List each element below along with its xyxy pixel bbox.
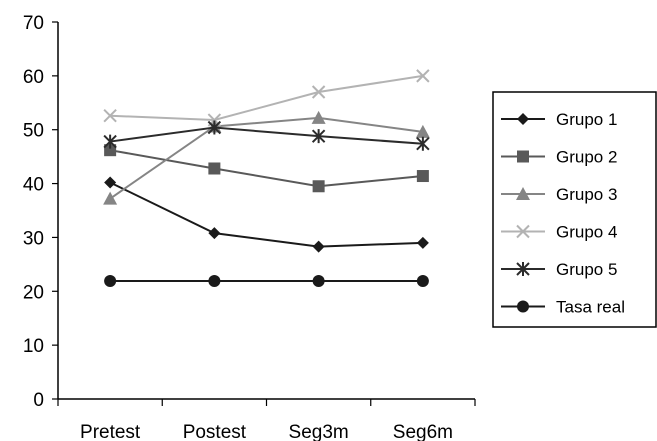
legend-label-grupo-1: Grupo 1 xyxy=(556,110,617,129)
x-tick-label: Seg6m xyxy=(393,422,453,441)
y-tick-label: 60 xyxy=(23,67,44,88)
data-point-grupo-2 xyxy=(208,162,221,175)
y-tick-label: 10 xyxy=(23,336,44,357)
data-point-grupo-5 xyxy=(311,129,326,144)
x-tick-label: Seg3m xyxy=(289,422,349,441)
data-point-grupo-2 xyxy=(312,180,325,193)
legend: Grupo 1 Grupo 2 Grupo 3 Grupo 4 Grupo 5 Tasa … xyxy=(492,91,657,328)
legend-label-grupo-2: Grupo 2 xyxy=(556,148,617,167)
y-tick-label: 30 xyxy=(23,228,44,249)
legend-marker-grupo-4 xyxy=(516,224,530,239)
axes: 0 10 20 30 40 50 60 70 Pretest Postest Seg3m Seg6m xyxy=(23,13,476,441)
series-line-grupo-2 xyxy=(109,149,423,188)
data-point-grupo-5 xyxy=(207,120,222,135)
data-point-grupo-1 xyxy=(416,236,429,249)
data-point-grupo-2 xyxy=(416,170,429,183)
y-tick-label: 50 xyxy=(23,121,44,142)
legend-marker-grupo-1 xyxy=(517,113,529,125)
data-point-tasa-real xyxy=(208,275,221,288)
data-point-grupo-4 xyxy=(103,109,117,123)
data-point-grupo-1 xyxy=(104,176,117,189)
data-point-grupo-5 xyxy=(416,136,430,151)
x-tick-label: Pretest xyxy=(80,422,141,441)
data-point-tasa-real xyxy=(312,275,325,288)
y-tick-label: 0 xyxy=(33,390,44,411)
data-point-grupo-1 xyxy=(208,227,221,240)
plot-area xyxy=(103,69,430,288)
y-tick-label: 40 xyxy=(23,175,44,196)
series-line-grupo-4 xyxy=(110,74,424,122)
series-line-grupo-1 xyxy=(109,181,423,248)
legend-marker-tasa-real xyxy=(517,300,529,313)
x-tick-label: Postest xyxy=(183,422,247,441)
data-point-grupo-4 xyxy=(416,69,430,83)
legend-label-grupo-5: Grupo 5 xyxy=(556,260,617,279)
legend-marker-grupo-5 xyxy=(516,262,530,276)
data-point-grupo-3 xyxy=(103,191,118,205)
data-point-grupo-4 xyxy=(311,85,326,99)
series-line-grupo-3 xyxy=(109,116,424,200)
data-point-grupo-3 xyxy=(415,124,430,138)
data-point-grupo-3 xyxy=(311,110,326,124)
y-tick-label: 70 xyxy=(23,13,44,34)
data-point-grupo-5 xyxy=(103,134,117,149)
series-line-grupo-5 xyxy=(109,126,423,145)
legend-label-grupo-3: Grupo 3 xyxy=(556,185,617,204)
data-point-tasa-real xyxy=(416,275,429,288)
data-point-grupo-1 xyxy=(312,240,325,253)
data-point-grupo-2 xyxy=(104,144,117,157)
legend-box xyxy=(492,91,657,328)
legend-label-tasa-real: Tasa real xyxy=(556,298,625,317)
legend-marker-grupo-3 xyxy=(516,187,530,200)
legend-label-grupo-4: Grupo 4 xyxy=(556,223,617,242)
y-tick-label: 20 xyxy=(23,282,44,303)
legend-marker-grupo-2 xyxy=(517,150,529,163)
data-point-tasa-real xyxy=(104,275,117,288)
